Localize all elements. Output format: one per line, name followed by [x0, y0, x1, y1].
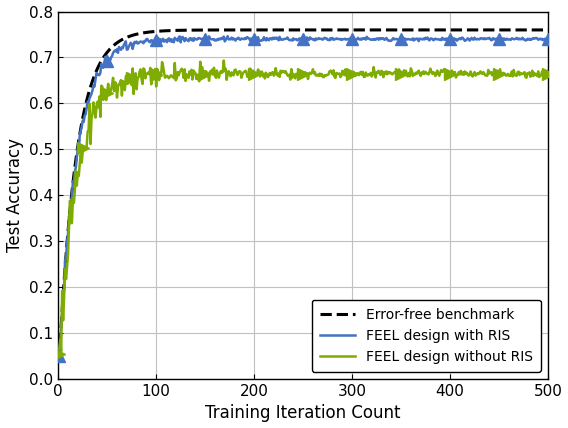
FEEL design without RIS: [56, 354, 62, 359]
FEEL design without RIS: [292, 76, 299, 81]
FEEL design with RIS: [457, 37, 464, 42]
Y-axis label: Test Accuracy: Test Accuracy: [6, 138, 23, 252]
Error-free benchmark: [545, 27, 552, 33]
FEEL design with RIS: [56, 346, 62, 351]
X-axis label: Training Iteration Count: Training Iteration Count: [206, 404, 401, 422]
FEEL design with RIS: [292, 37, 299, 42]
FEEL design with RIS: [321, 35, 328, 40]
FEEL design with RIS: [289, 38, 296, 43]
Line: FEEL design without RIS: FEEL design without RIS: [59, 61, 548, 356]
Legend: Error-free benchmark, FEEL design with RIS, FEEL design without RIS: Error-free benchmark, FEEL design with R…: [312, 300, 541, 372]
Error-free benchmark: [457, 27, 463, 33]
FEEL design without RIS: [321, 72, 328, 77]
FEEL design with RIS: [545, 36, 552, 42]
FEEL design without RIS: [289, 75, 296, 80]
FEEL design with RIS: [224, 34, 231, 39]
FEEL design without RIS: [348, 71, 354, 77]
Error-free benchmark: [291, 27, 298, 33]
Error-free benchmark: [533, 27, 540, 33]
Error-free benchmark: [320, 27, 327, 33]
FEEL design with RIS: [534, 36, 541, 41]
Error-free benchmark: [288, 27, 295, 33]
Line: FEEL design with RIS: FEEL design with RIS: [59, 36, 548, 349]
FEEL design with RIS: [348, 37, 354, 42]
Error-free benchmark: [56, 358, 62, 363]
FEEL design without RIS: [220, 58, 227, 63]
FEEL design without RIS: [457, 68, 464, 74]
Line: Error-free benchmark: Error-free benchmark: [59, 30, 548, 360]
FEEL design without RIS: [534, 74, 541, 79]
Error-free benchmark: [346, 27, 353, 33]
FEEL design without RIS: [545, 68, 552, 73]
